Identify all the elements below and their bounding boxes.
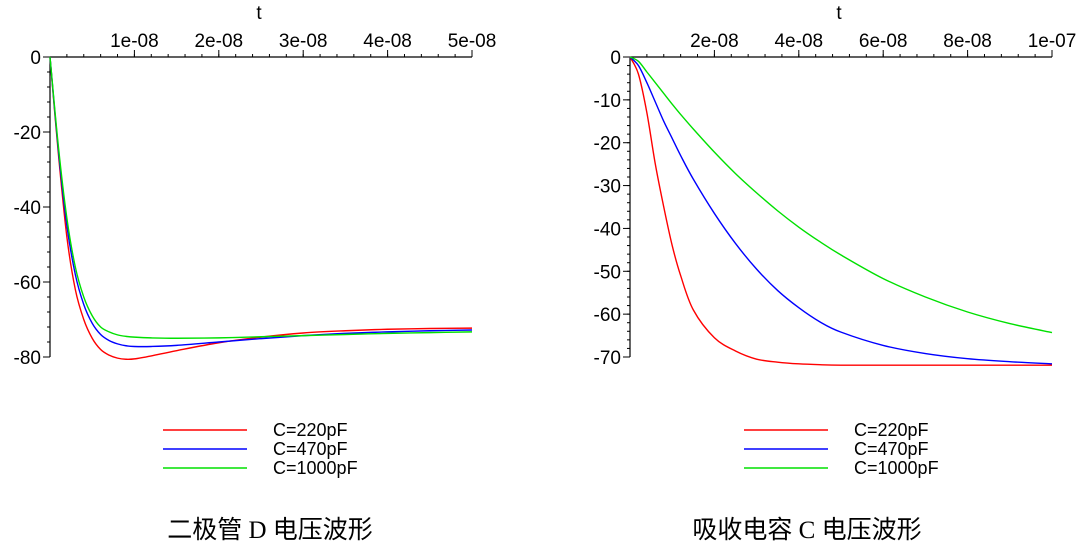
legend-label: C=1000pF xyxy=(273,458,358,478)
y-tick-label: -60 xyxy=(14,273,41,294)
x-tick-label: 4e-08 xyxy=(363,31,412,52)
x-tick-label: 5e-08 xyxy=(448,31,497,52)
chart-caption: 二极管 D 电压波形 xyxy=(167,516,373,544)
legend-label: C=470pF xyxy=(854,439,929,459)
legend-label: C=220pF xyxy=(854,420,929,440)
x-tick-label: 3e-08 xyxy=(279,31,328,52)
y-tick-label: -20 xyxy=(14,123,41,144)
x-tick-label: 1e-08 xyxy=(110,31,159,52)
y-tick-label: -40 xyxy=(14,198,41,219)
x-tick-label: 8e-08 xyxy=(943,31,992,52)
y-tick-label: -60 xyxy=(594,305,621,326)
x-tick-label: 1e-07 xyxy=(1028,31,1077,52)
series-line-c-470pf xyxy=(49,56,473,348)
x-axis-label: t xyxy=(256,3,262,24)
x-tick-label: 2e-08 xyxy=(690,31,739,52)
x-axis-label: t xyxy=(836,3,842,24)
y-tick-label: -10 xyxy=(594,91,621,112)
legend-label: C=1000pF xyxy=(854,458,939,478)
series-line-c-470pf xyxy=(629,56,1053,365)
y-tick-label: -80 xyxy=(14,348,41,369)
x-tick-label: 2e-08 xyxy=(194,31,243,52)
chart-caption: 吸收电容 C 电压波形 xyxy=(692,516,921,544)
y-tick-label: -40 xyxy=(594,219,621,240)
chart-diode-voltage: 1e-08 2e-08 3e-08 4e-08 5e-08 t 0 -20 -40 -60 -80 C… xyxy=(14,3,497,544)
y-tick-label: 0 xyxy=(30,48,41,69)
x-tick-label: 6e-08 xyxy=(859,31,908,52)
y-tick-label: 0 xyxy=(610,48,621,69)
series-line-c-220pf xyxy=(629,56,1052,366)
y-tick-label: -30 xyxy=(594,177,621,198)
legend-label: C=220pF xyxy=(273,420,348,440)
x-tick-label: 4e-08 xyxy=(774,31,823,52)
series-line-c-1000pf xyxy=(629,56,1053,334)
series-line-c-1000pf xyxy=(49,56,473,339)
y-tick-label: -70 xyxy=(594,348,621,369)
chart-capacitor-voltage: 2e-08 4e-08 6e-08 8e-08 1e-07 t 0 -10 -20 -30 -40 -… xyxy=(594,3,1077,544)
y-tick-label: -20 xyxy=(594,134,621,155)
y-tick-label: -50 xyxy=(594,262,621,283)
legend-label: C=470pF xyxy=(273,439,348,459)
series-line-c-220pf xyxy=(49,56,473,361)
